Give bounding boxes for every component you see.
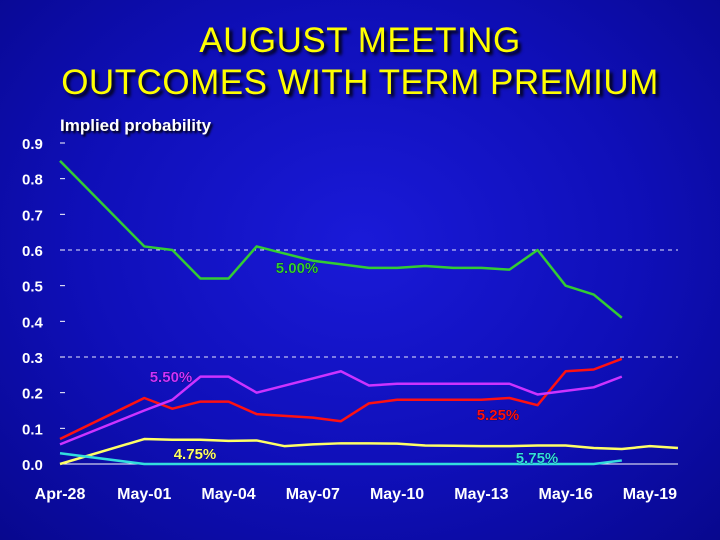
y-tick-label-2: 0.2 <box>22 386 43 403</box>
series-label-3: 5.50% <box>150 369 193 386</box>
series-line-3 <box>59 370 623 446</box>
y-tick-label-5: 0.5 <box>22 279 43 296</box>
x-tick-label-5: May-13 <box>454 486 508 503</box>
y-tick-label-4: 0.4 <box>22 314 44 331</box>
x-tick-label-4: May-10 <box>370 486 424 503</box>
y-axis-label: Implied probability <box>60 116 212 135</box>
x-tick-label-3: May-07 <box>286 486 340 503</box>
series-label-1: 5.00% <box>276 260 319 277</box>
y-tick-label-6: 0.6 <box>22 243 43 260</box>
series-line-0 <box>59 437 679 466</box>
x-tick-label-7: May-19 <box>623 486 677 503</box>
series-line-2 <box>59 357 623 441</box>
y-tick-label-0: 0.0 <box>22 457 43 474</box>
y-tick-label-1: 0.1 <box>22 421 43 438</box>
series-label-4: 5.75% <box>516 450 559 467</box>
x-tick-label-6: May-16 <box>539 486 593 503</box>
y-tick-label-9: 0.9 <box>22 136 43 153</box>
chart-title: AUGUST MEETING OUTCOMES WITH TERM PREMIU… <box>0 20 720 104</box>
series-line-1 <box>59 159 623 319</box>
series-label-2: 5.25% <box>477 407 520 424</box>
x-tick-label-2: May-04 <box>201 486 255 503</box>
y-tick-label-7: 0.7 <box>22 207 43 224</box>
series-label-0: 4.75% <box>174 446 217 463</box>
chart-title-line1: AUGUST MEETING <box>199 21 521 60</box>
x-tick-label-0: Apr-28 <box>35 486 86 503</box>
series-line-4 <box>59 452 622 466</box>
y-tick-label-8: 0.8 <box>22 172 43 189</box>
chart-title-line2: OUTCOMES WITH TERM PREMIUM <box>61 63 659 102</box>
x-tick-label-1: May-01 <box>117 486 171 503</box>
y-tick-label-3: 0.3 <box>22 350 43 367</box>
